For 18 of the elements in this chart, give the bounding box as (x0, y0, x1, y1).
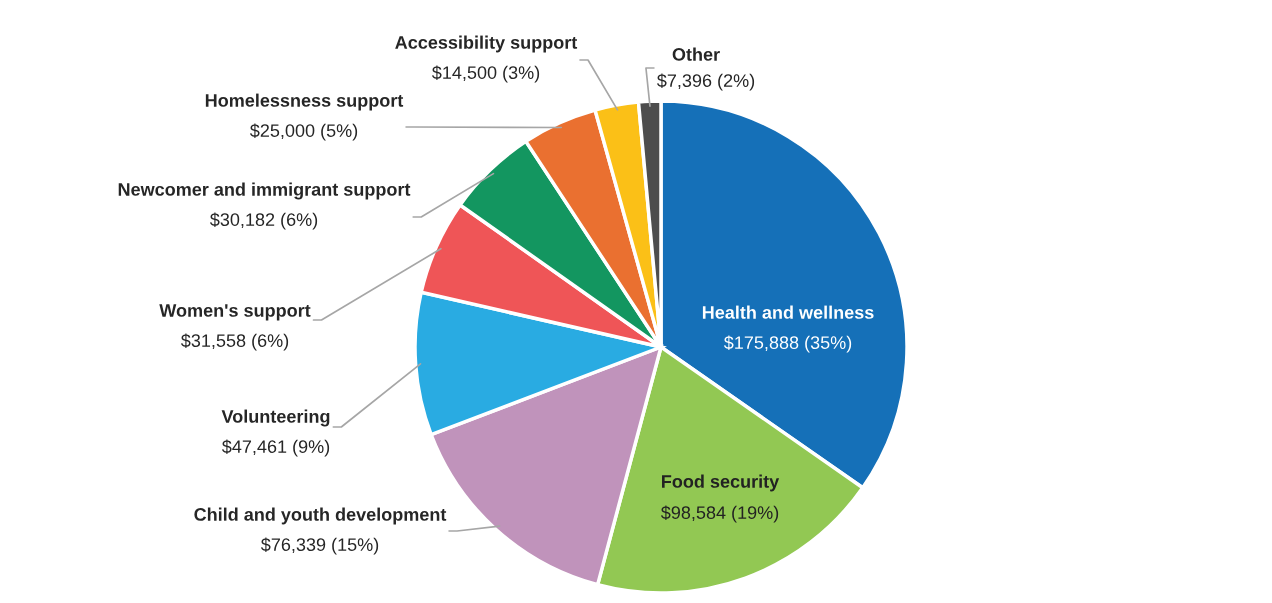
slice-label: Accessibility support (395, 35, 578, 53)
slice-label: Volunteering (221, 409, 330, 427)
slice-label: Health and wellness (702, 305, 874, 319)
data-label: $175,888 (35%) (723, 335, 852, 353)
slice-label: Newcomer and immigrant support (118, 182, 411, 200)
data-label: $7,396 (2%) (657, 73, 755, 91)
slice-label: Homelessness support (205, 93, 404, 111)
data-label: $30,182 (6%) (210, 212, 318, 230)
slice-label: Child and youth development (194, 507, 447, 525)
slice-label: Other (672, 47, 720, 61)
slice-label: Women's support (159, 304, 311, 321)
slice-label: Food security (662, 474, 780, 492)
data-label: $47,461 (9%) (222, 439, 330, 457)
data-label: $25,000 (5%) (250, 123, 358, 141)
data-label: $14,500 (3%) (432, 65, 540, 83)
data-label: $31,558 (6%) (181, 333, 289, 351)
data-label: $98,584 (19%) (660, 505, 779, 523)
data-label: $76,339 (15%) (260, 537, 379, 555)
